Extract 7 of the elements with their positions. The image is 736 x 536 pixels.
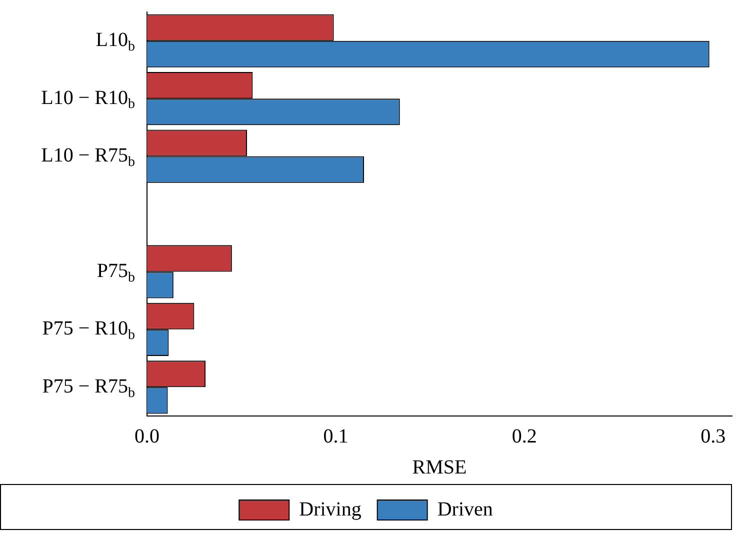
x-tick-label: 0.2 [512, 425, 537, 448]
legend-label: Driving [299, 498, 362, 520]
legend-label: Driven [437, 498, 493, 520]
x-tick-label: 0.3 [700, 425, 726, 448]
x-axis-title: RMSE [412, 456, 467, 478]
x-tick-label: 0.1 [323, 425, 348, 448]
x-tick-label: 0.0 [134, 425, 160, 448]
